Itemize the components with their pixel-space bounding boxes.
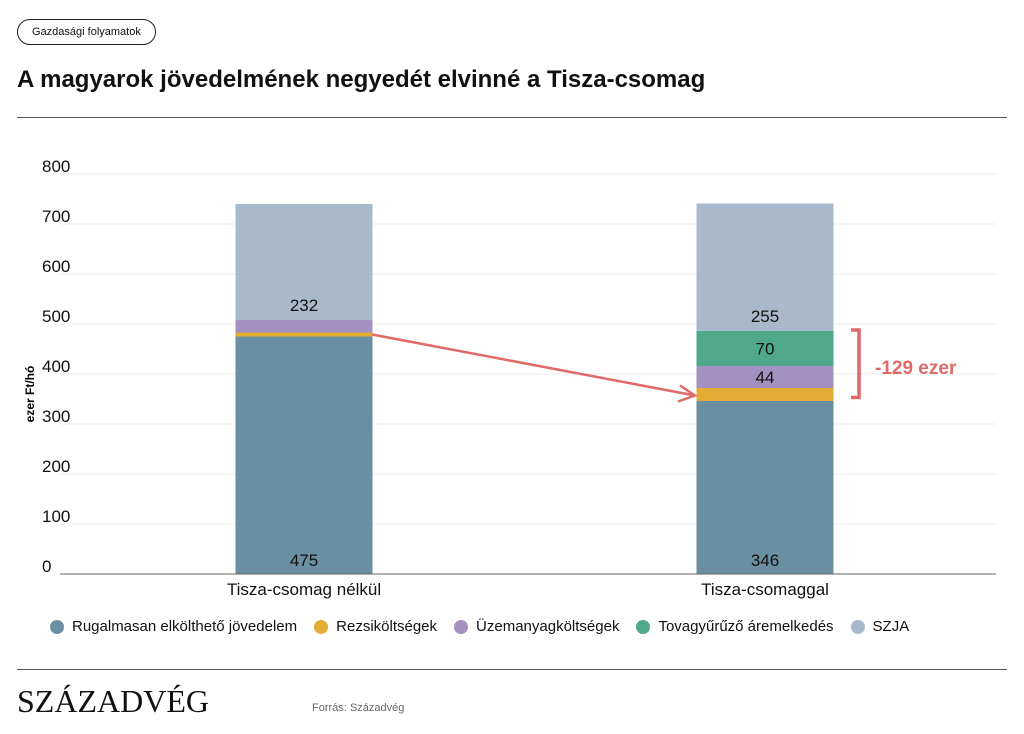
y-tick-label: 800: [42, 157, 70, 176]
legend-swatch: [454, 619, 469, 634]
x-tick-label: Tisza-csomag nélkül: [227, 580, 381, 599]
y-tick-label: 600: [42, 257, 70, 276]
y-axis-label: ezer Ft/hó: [23, 366, 37, 423]
data-label: 255: [751, 307, 779, 326]
arrow-head: [677, 384, 698, 403]
data-label: 346: [751, 551, 779, 570]
y-tick-label: 700: [42, 207, 70, 226]
bar-segment: [235, 332, 373, 337]
arrow-line: [371, 333, 696, 397]
y-tick-label: 0: [42, 557, 51, 576]
y-tick-label: 300: [42, 407, 70, 426]
legend-swatch: [850, 619, 865, 634]
page-title: A magyarok jövedelmének negyedét elvinné…: [17, 66, 706, 93]
bottom-divider: [17, 669, 1007, 670]
legend-label: Rugalmasan elkölthető jövedelem: [72, 618, 298, 635]
szazadveg-logo: SZÁZADVÉG: [17, 683, 209, 719]
category-tag[interactable]: Gazdasági folyamatok: [17, 19, 156, 45]
legend-label: SZJA: [872, 618, 910, 635]
annotation-label: -129 ezer: [875, 358, 957, 379]
y-tick-label: 100: [42, 507, 70, 526]
bar-segment: [235, 336, 373, 574]
bracket: [851, 328, 861, 400]
bar-segment: [235, 320, 373, 333]
legend-item: Rugalmasan elkölthető jövedelem: [50, 618, 297, 635]
legend-swatch: [314, 619, 329, 634]
bar-segment: [696, 203, 834, 331]
bar-segment: [235, 204, 373, 320]
legend-swatch: [50, 619, 64, 634]
y-tick-label: 400: [42, 357, 70, 376]
y-tick-label: 200: [42, 457, 70, 476]
source-note: Forrás: Századvég: [312, 702, 405, 714]
legend-item: Rezsiköltségek: [314, 618, 437, 635]
bar-segment: [696, 331, 834, 366]
data-label: 70: [756, 340, 775, 359]
bar-segment: [696, 401, 834, 574]
data-label: 44: [756, 368, 775, 387]
legend-item: Tovagyűrűző áremelkedés: [636, 618, 834, 635]
bar-segment: [696, 366, 834, 388]
legend-item: SZJA: [850, 618, 910, 635]
data-label: 475: [290, 551, 318, 570]
bar-segment: [696, 388, 834, 401]
legend-swatch: [636, 619, 651, 634]
legend: Rugalmasan elkölthető jövedelem Rezsikölt…: [50, 618, 909, 635]
y-tick-label: 500: [42, 307, 70, 326]
x-tick-label: Tisza-csomaggal: [701, 580, 829, 599]
stacked-bar-chart: 0 100 200 300 400 500 600 700 800 ezer Ft/hó 475 23…: [23, 157, 996, 599]
data-label: 232: [290, 296, 318, 315]
legend-label: Üzemanyagköltségek: [476, 618, 620, 635]
legend-label: Tovagyűrűző áremelkedés: [658, 618, 834, 635]
legend-label: Rezsiköltségek: [336, 618, 438, 635]
top-divider: [17, 117, 1007, 118]
legend-item: Üzemanyagköltségek: [454, 618, 619, 635]
